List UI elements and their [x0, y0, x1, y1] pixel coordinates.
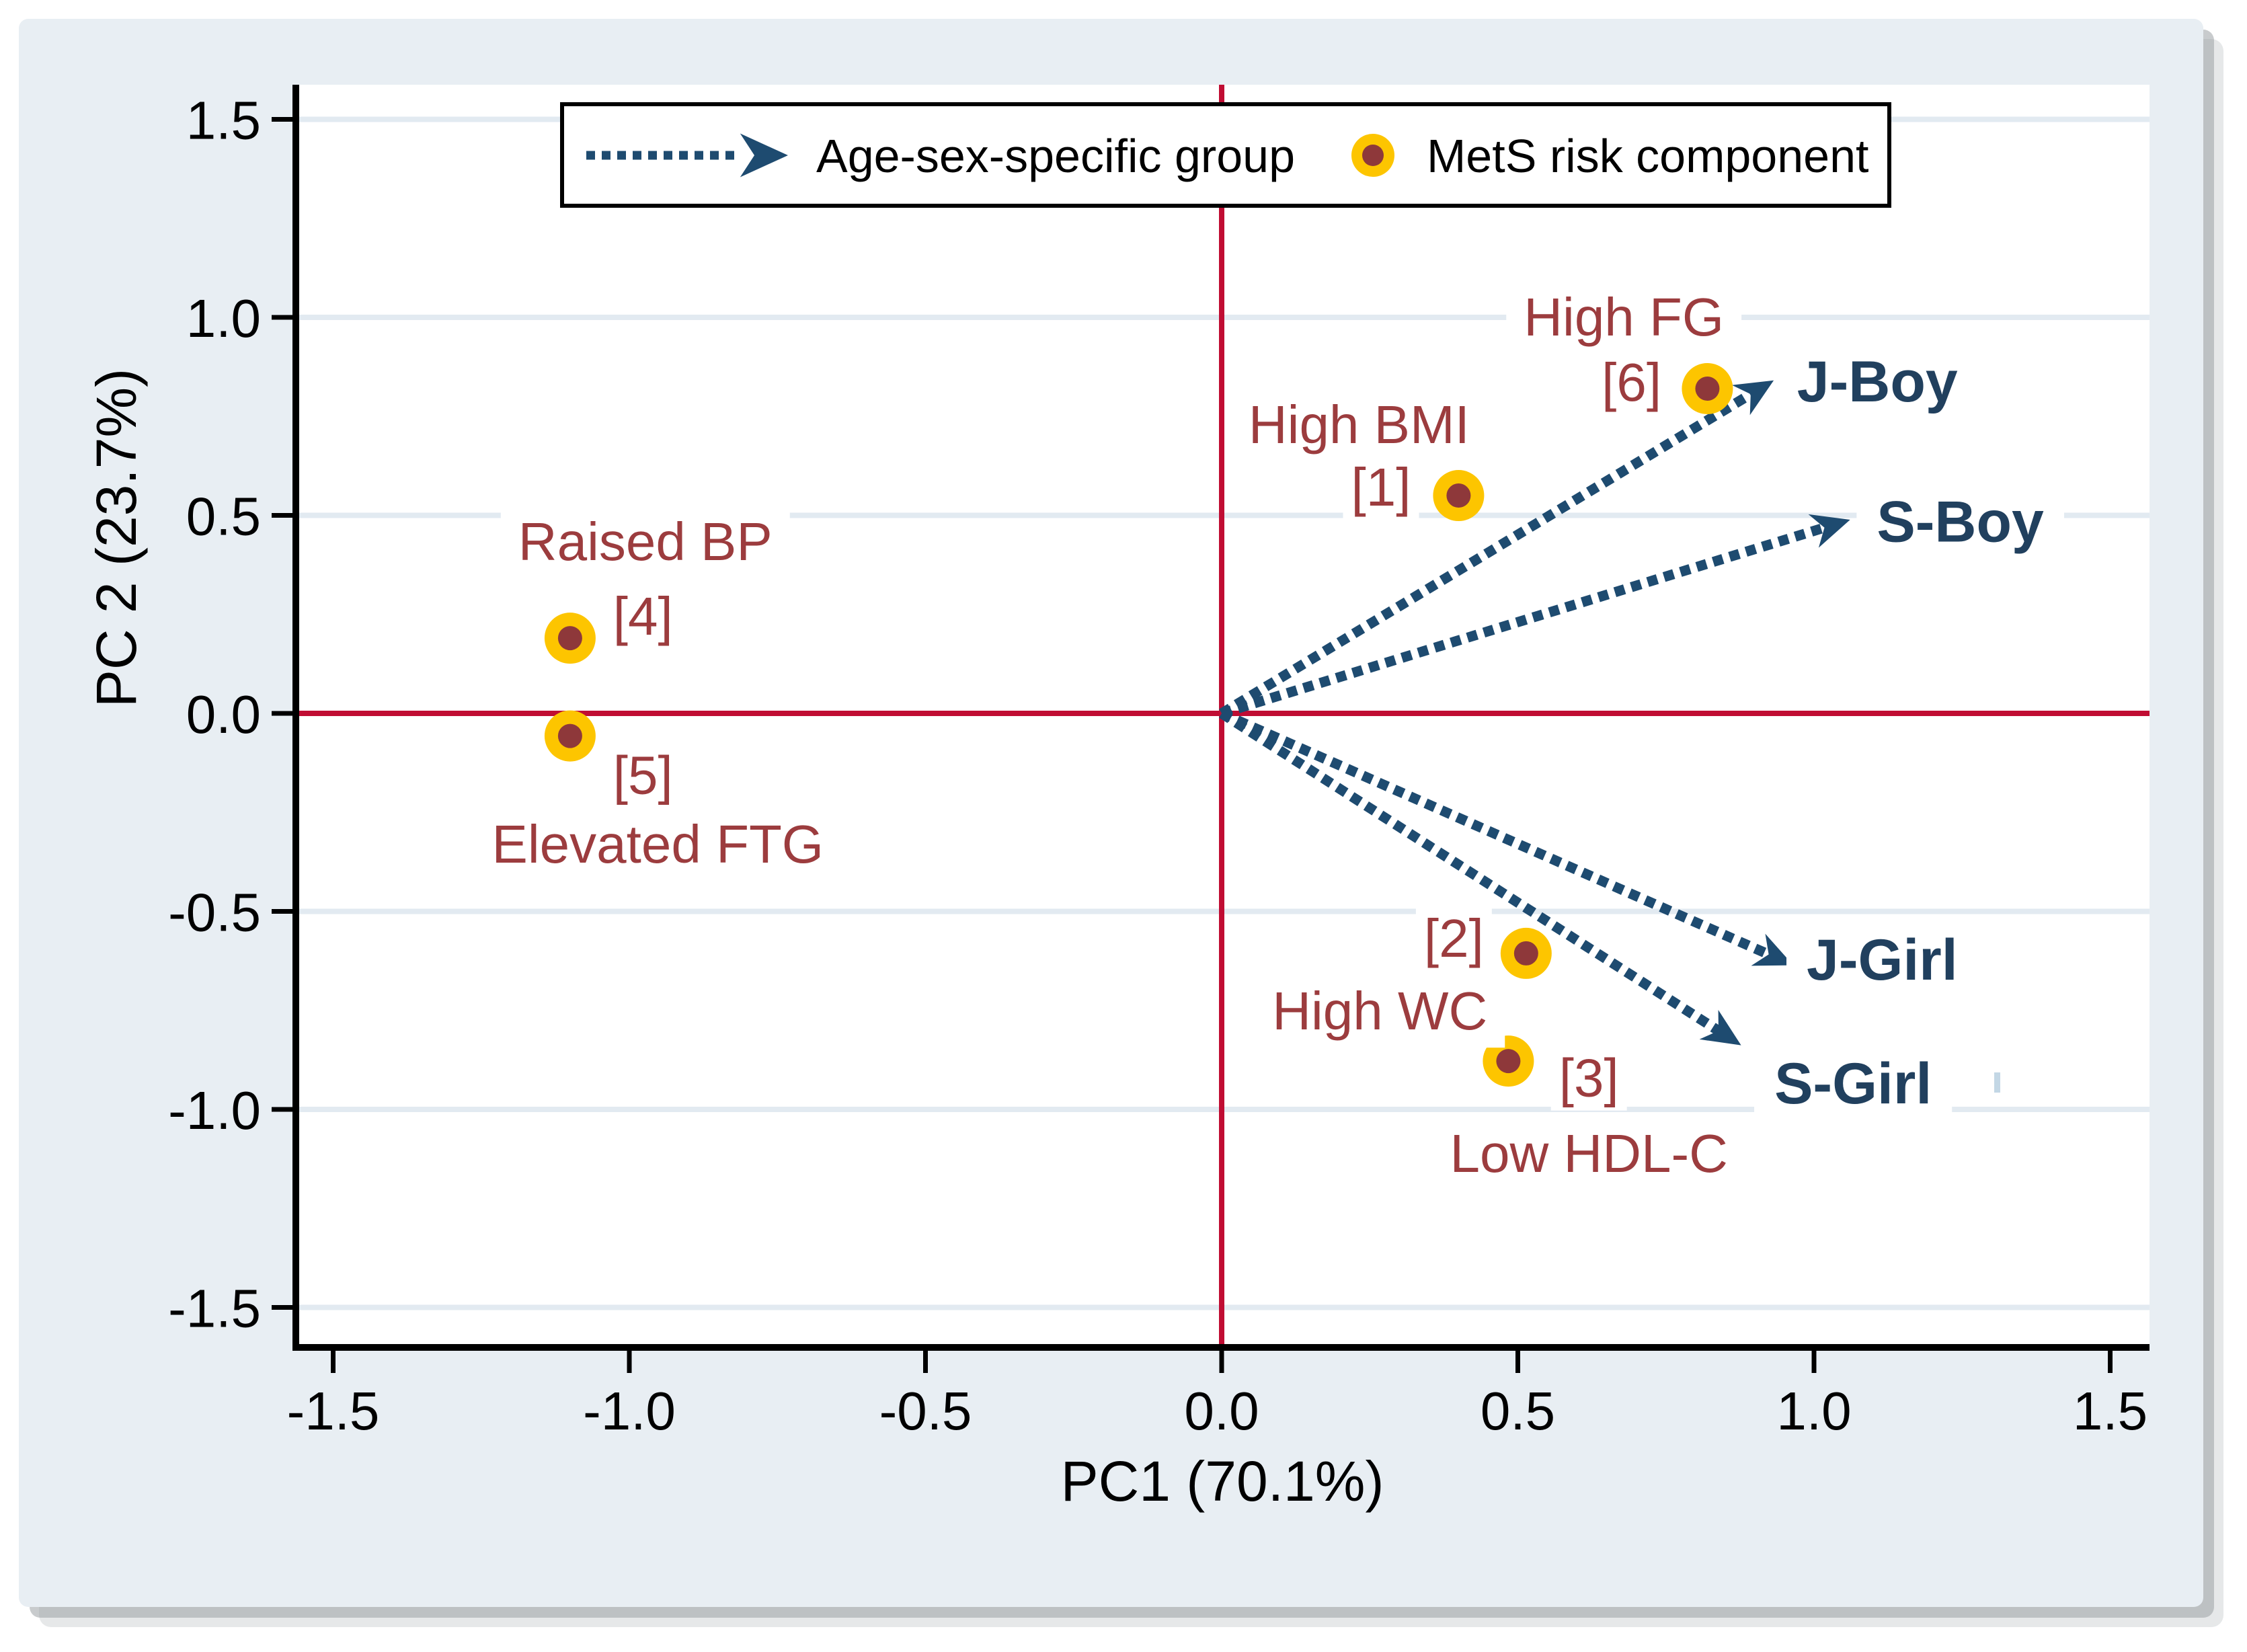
component-id-low-hdl-c: [3] [1559, 1048, 1619, 1108]
component-id-low-hdl-c-box [1550, 1045, 1627, 1111]
group-label-s-boy-box [1856, 481, 2065, 563]
x-axis-title: PC1 (70.1%) [1061, 1450, 1384, 1513]
component-label-high-fg: High FG [1524, 287, 1724, 347]
marker-high-bmi-inner [1446, 483, 1471, 508]
component-id-high-fg: [6] [1602, 352, 1661, 412]
component-id-elevated-ftg: [5] [613, 746, 673, 805]
y-tick-label-1.5: 1.5 [186, 91, 261, 151]
x-tick-label-1.5: 1.5 [2073, 1381, 2147, 1441]
component-id-high-fg-box [1593, 349, 1670, 415]
marker-elevated-ftg-inner [557, 723, 582, 748]
legend-marker-label: MetS risk component [1427, 130, 1868, 182]
component-label-high-bmi: High BMI [1249, 395, 1470, 455]
component-id-elevated-ftg-box [604, 742, 681, 808]
component-label-raised-bp-box [500, 505, 790, 579]
component-label-elevated-ftg: Elevated FTG [492, 814, 824, 874]
component-id-high-bmi-box [1343, 454, 1419, 520]
marker-high-wc-inner [1513, 941, 1538, 966]
legend-arrow-label: Age-sex-specific group [816, 130, 1295, 182]
component-id-high-bmi: [1] [1351, 457, 1411, 517]
arrow-s-girl [1218, 709, 1721, 1035]
x-tick-label--0.5: -0.5 [879, 1381, 972, 1441]
group-label-j-boy: J-Boy [1797, 350, 1958, 414]
x-tick-label-0.5: 0.5 [1481, 1381, 1555, 1441]
component-label-high-wc: High WC [1272, 981, 1487, 1041]
x-tick-label--1.5: -1.5 [287, 1381, 380, 1441]
marker-raised-bp-inner [557, 626, 582, 651]
component-id-high-wc: [2] [1424, 908, 1484, 968]
component-id-raised-bp: [4] [613, 586, 673, 646]
legend-arrowhead-icon [740, 133, 788, 178]
component-label-low-hdl-c-box [1432, 1117, 1745, 1191]
component-label-elevated-ftg-box [474, 808, 842, 881]
component-id-raised-bp-box [604, 583, 681, 649]
y-tick-label--1.0: -1.0 [168, 1080, 261, 1140]
arrowhead-j-girl [1751, 933, 1794, 966]
y-tick-label--1.5: -1.5 [168, 1279, 261, 1339]
component-label-high-fg-box [1506, 280, 1742, 354]
arrow-j-girl [1219, 709, 1771, 959]
arrowhead-s-boy [1808, 514, 1850, 548]
component-label-high-bmi-box [1230, 387, 1487, 461]
arrow-j-boy [1219, 389, 1753, 718]
marker-low-hdl-c-inner [1496, 1049, 1521, 1074]
y-tick-label-0.5: 0.5 [186, 487, 261, 547]
arrow-s-boy [1220, 522, 1826, 719]
component-id-high-wc-box [1415, 905, 1492, 971]
x-tick-label-0.0: 0.0 [1184, 1381, 1259, 1441]
legend-marker-sample-inner [1362, 145, 1384, 166]
render-artifact [1994, 1072, 2000, 1093]
x-tick-label-1.0: 1.0 [1776, 1381, 1851, 1441]
group-label-s-girl-box [1754, 1043, 1953, 1124]
group-label-s-girl: S-Girl [1774, 1052, 1932, 1116]
component-label-low-hdl-c: Low HDL-C [1450, 1124, 1728, 1183]
arrowhead-s-girl [1699, 1010, 1741, 1046]
y-tick-label-1.0: 1.0 [186, 288, 261, 348]
x-tick-label--1.0: -1.0 [583, 1381, 676, 1441]
y-axis-title: PC 2 (23.7%) [85, 368, 148, 707]
marker-high-fg-inner [1695, 377, 1720, 401]
group-label-j-girl: J-Girl [1807, 928, 1958, 992]
arrowhead-j-boy [1731, 380, 1774, 416]
component-label-raised-bp: Raised BP [518, 512, 773, 572]
component-label-high-wc-box [1255, 974, 1505, 1048]
y-tick-label--0.5: -0.5 [168, 883, 261, 943]
group-label-j-girl-box [1786, 920, 1978, 1001]
group-label-s-boy: S-Boy [1877, 490, 2044, 555]
group-label-j-boy-box [1776, 342, 1978, 423]
y-tick-label-0.0: 0.0 [186, 684, 261, 744]
